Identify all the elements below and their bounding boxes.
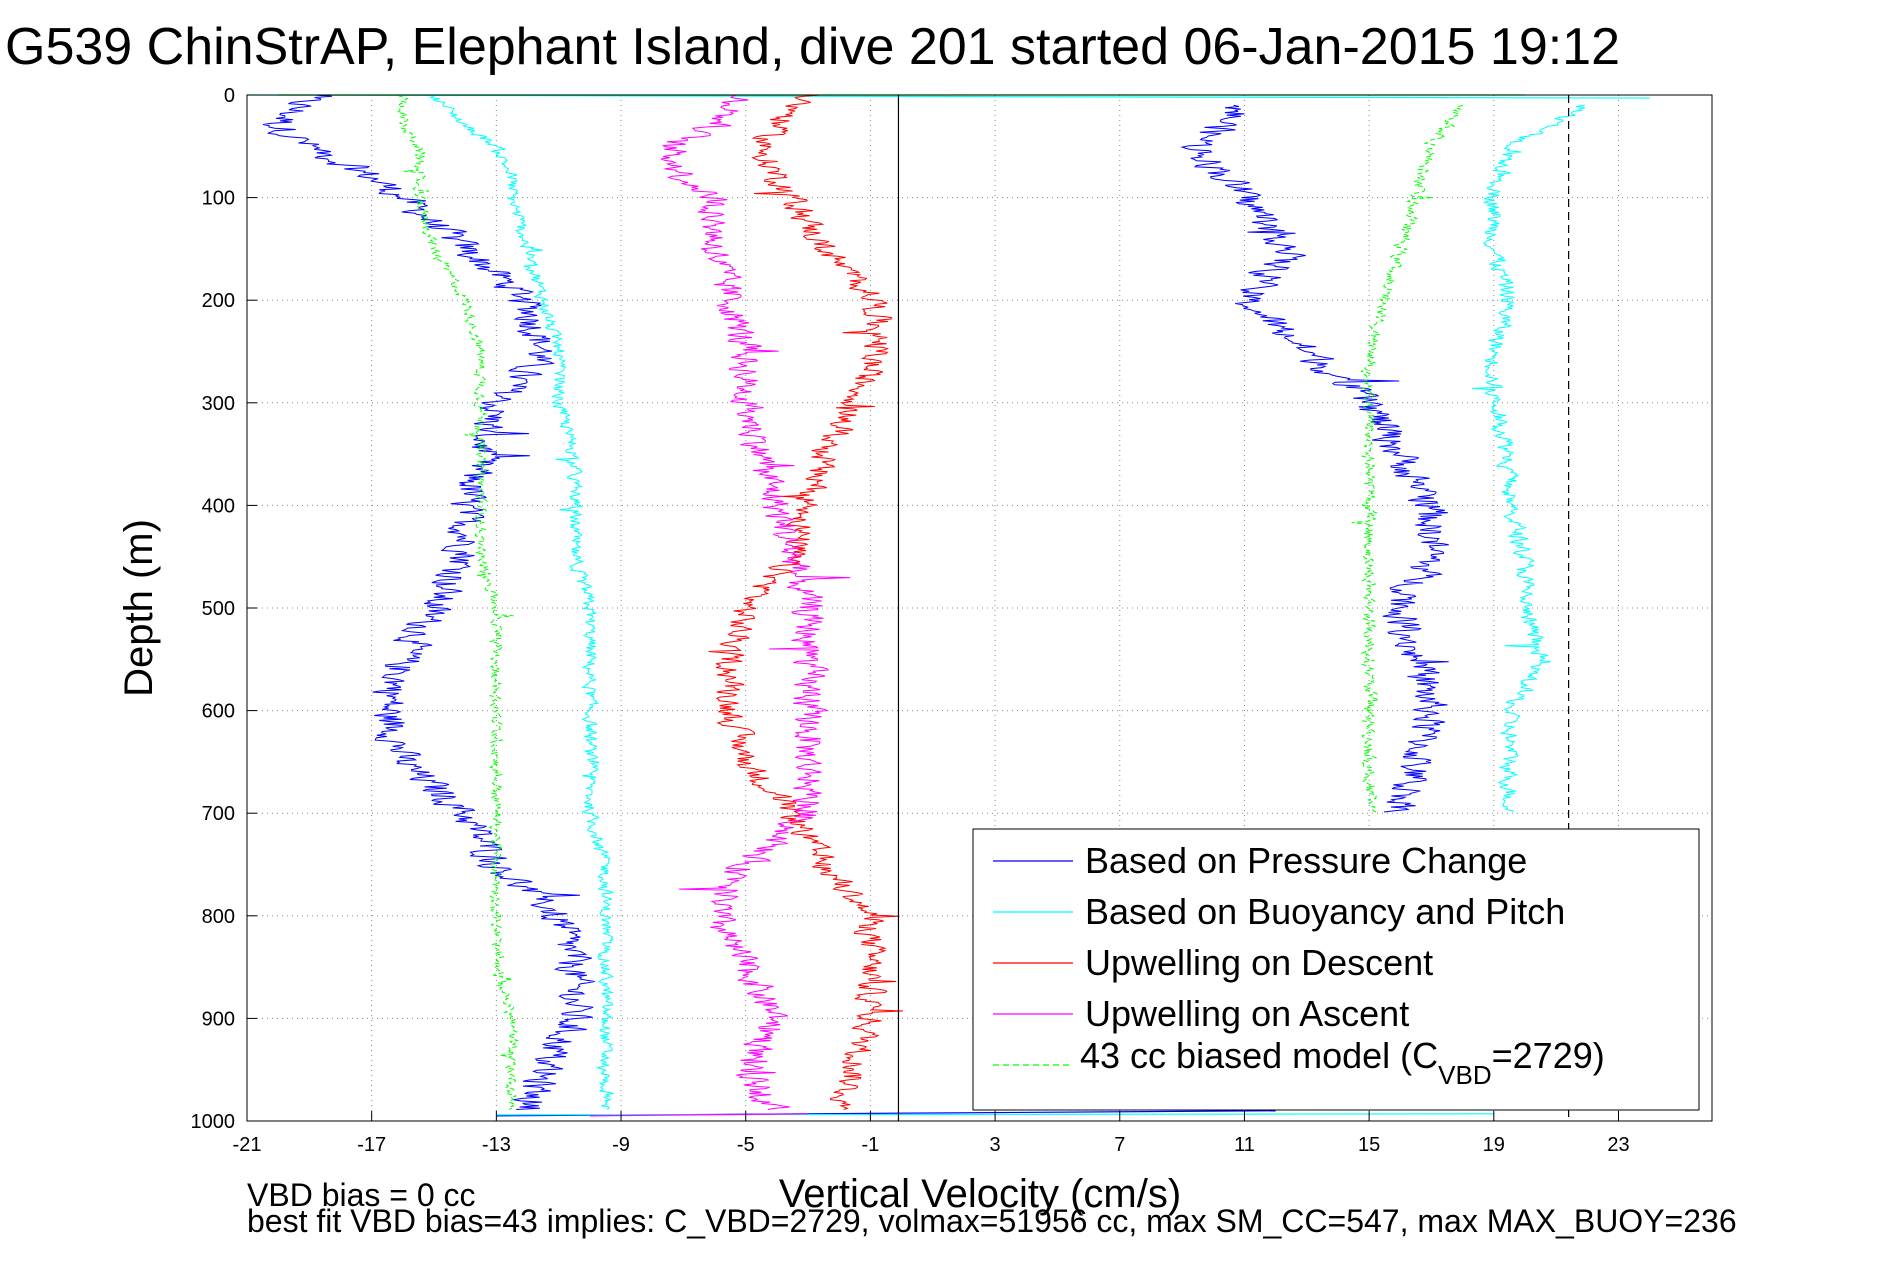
series-connector (589, 1113, 809, 1117)
x-tick-label: 7 (1114, 1134, 1125, 1156)
x-ticks: -21 -17 -13 -9 -5 -1 3 7 11 15 19 23 (233, 1111, 1630, 1156)
series-line-pressure-descent (262, 94, 595, 1110)
y-tick-label: 300 (202, 393, 235, 415)
y-tick-label: 600 (202, 701, 235, 723)
y-tick-label: 700 (202, 803, 235, 825)
y-tick-label: 1000 (191, 1111, 236, 1133)
legend-label-pressure: Based on Pressure Change (1085, 840, 1527, 881)
reference-lines (897, 95, 1570, 1121)
x-tick-label: 23 (1607, 1134, 1629, 1156)
series-line-model-ascent (1351, 104, 1464, 813)
legend-label-model-tail: =2729) (1492, 1035, 1605, 1076)
series-line-upwelling-ascent (660, 94, 851, 1110)
x-tick-label: -21 (233, 1134, 262, 1156)
footer-bias-line: VBD bias = 0 cc (247, 1177, 476, 1213)
series-layer (246, 94, 1650, 1117)
legend-label-upwelling-descent: Upwelling on Descent (1085, 942, 1433, 983)
chart-title: G539 ChinStrAP, Elephant Island, dive 20… (5, 18, 1620, 76)
y-tick-label: 800 (202, 906, 235, 928)
legend-box (972, 828, 1700, 1111)
x-tick-label: -1 (862, 1134, 880, 1156)
y-tick-label: 900 (202, 1008, 235, 1030)
x-tick-label: -13 (482, 1134, 511, 1156)
x-tick-label: 11 (1234, 1134, 1255, 1156)
series-line-model-descent (395, 94, 520, 1110)
series-line-buoyancy-descent (429, 94, 615, 1110)
y-tick-label: 0 (224, 85, 235, 107)
legend-label-model: 43 cc biased model (CVBD=2729) (1080, 1035, 1605, 1090)
legend: Based on Pressure Change Based on Buoyan… (972, 828, 1700, 1111)
legend-label-model-sub: VBD (1438, 1060, 1491, 1090)
y-tick-label: 500 (202, 598, 235, 620)
x-tick-label: 3 (990, 1134, 1001, 1156)
y-tick-label: 400 (202, 495, 235, 517)
x-tick-label: -5 (737, 1134, 755, 1156)
legend-label-buoyancy: Based on Buoyancy and Pitch (1085, 891, 1565, 932)
x-tick-label: -17 (357, 1134, 386, 1156)
x-tick-label: 15 (1358, 1134, 1380, 1156)
series-line-upwelling-descent (708, 94, 903, 1110)
y-tick-label: 100 (202, 188, 235, 210)
x-axis-label: Vertical Velocity (cm/s) (779, 1172, 1181, 1216)
y-ticks: 0 100 200 300 400 500 600 700 800 900 1000 (191, 85, 257, 1133)
x-tick-label: 19 (1483, 1134, 1505, 1156)
y-axis-label: Depth (m) (117, 519, 161, 697)
series-line-pressure-ascent (1180, 104, 1449, 813)
legend-label-model-main: 43 cc biased model (C (1080, 1035, 1438, 1076)
footer-fit-line: best fit VBD bias=43 implies: C_VBD=2729… (247, 1203, 1737, 1239)
legend-label-upwelling-ascent: Upwelling on Ascent (1085, 993, 1409, 1034)
y-tick-label: 200 (202, 290, 235, 312)
x-tick-label: -9 (612, 1134, 630, 1156)
series-line-buoyancy-ascent (1471, 104, 1586, 813)
